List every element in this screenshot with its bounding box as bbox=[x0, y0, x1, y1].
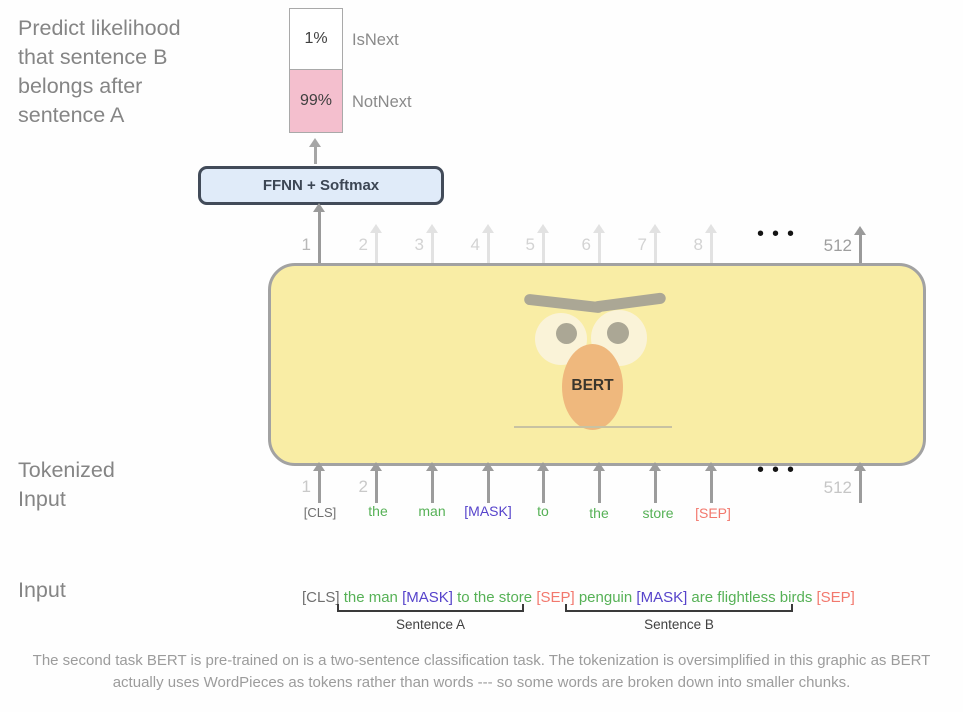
input-sentence: [CLS] the man [MASK] to the store [SEP] … bbox=[302, 589, 855, 606]
bottom-arrow-3 bbox=[425, 462, 438, 503]
token-to: to bbox=[537, 503, 549, 519]
input-seg-words-2: to the store bbox=[452, 589, 537, 606]
top-arrow-7 bbox=[648, 224, 661, 263]
bottom-pos-1: 1 bbox=[301, 477, 311, 496]
bottom-ellipsis: ••• bbox=[757, 459, 803, 481]
mouth-line bbox=[514, 426, 672, 428]
top-pos-3: 3 bbox=[414, 235, 424, 254]
bottom-arrow-2 bbox=[369, 462, 382, 503]
input-seg-cls: [CLS] bbox=[302, 589, 344, 606]
top-arrow-6 bbox=[592, 224, 605, 263]
token-mask: [MASK] bbox=[464, 503, 512, 519]
page-title: Predict likelihood that sentence B belon… bbox=[18, 16, 181, 127]
top-pos-1: 1 bbox=[301, 235, 311, 254]
top-pos-8: 8 bbox=[693, 235, 703, 254]
top-arrow-2 bbox=[369, 224, 382, 263]
bottom-arrow-4 bbox=[481, 462, 494, 503]
top-pos-2: 2 bbox=[358, 235, 368, 254]
pupil-right-icon bbox=[607, 322, 629, 344]
top-pos-6: 6 bbox=[581, 235, 591, 254]
token-the-2: the bbox=[589, 505, 609, 521]
top-arrow-512 bbox=[853, 226, 866, 263]
tokenized-input-label: Tokenized Input bbox=[18, 458, 115, 511]
pupil-left-icon bbox=[556, 323, 577, 344]
notnext-label: NotNext bbox=[352, 93, 412, 111]
bottom-arrow-8 bbox=[704, 462, 717, 503]
top-arrow-8 bbox=[704, 224, 717, 263]
input-seg-words-4: are flightless birds bbox=[687, 589, 817, 606]
top-pos-512: 512 bbox=[823, 236, 852, 255]
top-ellipsis: ••• bbox=[757, 223, 803, 245]
input-seg-words-3: penguin bbox=[574, 589, 637, 606]
token-cls: [CLS] bbox=[303, 505, 337, 520]
sentence-a-brace bbox=[337, 604, 524, 612]
token-man: man bbox=[418, 503, 446, 519]
arrowhead-icon bbox=[309, 138, 321, 147]
top-arrow-4 bbox=[481, 224, 494, 263]
bottom-arrow-7 bbox=[648, 462, 661, 503]
top-arrow-5 bbox=[536, 224, 549, 263]
top-pos-5: 5 bbox=[525, 235, 535, 254]
input-label: Input bbox=[18, 578, 66, 602]
bottom-pos-512: 512 bbox=[823, 478, 852, 497]
model-name: BERT bbox=[571, 377, 614, 394]
arrow-shaft bbox=[314, 146, 317, 164]
bottom-arrow-5 bbox=[536, 462, 549, 503]
top-pos-7: 7 bbox=[637, 235, 647, 254]
input-seg-mask-2: [MASK] bbox=[636, 589, 688, 606]
prediction-bar: 1% 99% bbox=[289, 8, 343, 133]
top-pos-4: 4 bbox=[470, 235, 480, 254]
token-store: store bbox=[642, 505, 674, 521]
bottom-arrow-512 bbox=[853, 462, 866, 503]
input-seg-mask-1: [MASK] bbox=[402, 589, 453, 606]
up-arrow-icon bbox=[309, 138, 321, 164]
ffnn-softmax-box: FFNN + Softmax bbox=[198, 166, 444, 205]
bottom-arrow-6 bbox=[592, 462, 605, 503]
nose-icon bbox=[562, 344, 623, 430]
input-seg-words-1: the man bbox=[343, 589, 403, 606]
sentence-b-label: Sentence B bbox=[644, 617, 714, 632]
figure-caption: The second task BERT is pre-trained on i… bbox=[32, 652, 931, 691]
token-sep: [SEP] bbox=[695, 505, 731, 521]
bottom-pos-2: 2 bbox=[358, 477, 368, 496]
notnext-cell: 99% bbox=[289, 69, 343, 133]
input-seg-sep-2: [SEP] bbox=[816, 589, 855, 606]
sentence-b-brace bbox=[565, 604, 793, 612]
bottom-arrow-1 bbox=[312, 462, 325, 503]
input-seg-sep-1: [SEP] bbox=[536, 589, 575, 606]
top-arrow-1 bbox=[312, 203, 325, 263]
top-arrow-3 bbox=[425, 224, 438, 263]
isnext-label: IsNext bbox=[352, 31, 399, 49]
sentence-a-label: Sentence A bbox=[395, 617, 466, 632]
token-the-1: the bbox=[368, 503, 388, 519]
isnext-cell: 1% bbox=[289, 8, 343, 70]
